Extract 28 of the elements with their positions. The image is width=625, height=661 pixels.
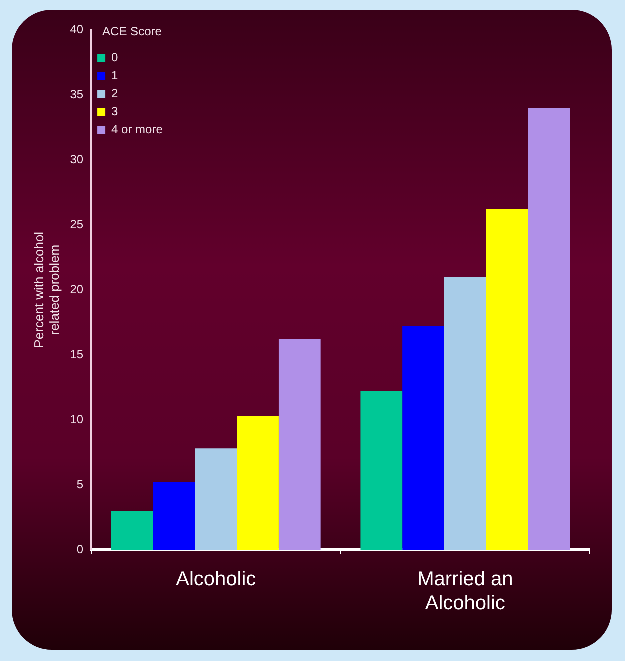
bar <box>278 339 321 550</box>
y-tick-label: 0 <box>76 542 84 556</box>
bar <box>360 391 403 550</box>
bar <box>237 416 279 550</box>
bar <box>195 448 238 550</box>
legend-title: ACE Score <box>102 24 162 38</box>
bar <box>111 511 154 550</box>
y-axis-title: Percent with alcohol related problem <box>31 232 62 348</box>
y-tick-label: 40 <box>70 22 84 37</box>
y-tick-label: 30 <box>70 152 84 166</box>
y-tick-label: 5 <box>76 477 84 492</box>
legend-label: 1 <box>112 68 119 83</box>
legend-label: 2 <box>112 86 119 101</box>
x-tick-label: Alcoholic <box>176 568 256 591</box>
legend-label: 4 or more <box>112 122 164 137</box>
bar <box>153 482 196 550</box>
legend-label: 3 <box>112 104 119 119</box>
bar <box>402 326 444 550</box>
x-tick-label: Married an Alcoholic <box>418 568 514 615</box>
y-tick-label: 25 <box>70 217 84 232</box>
bar <box>528 108 570 550</box>
bar <box>486 210 528 550</box>
y-tick-label: 20 <box>70 282 84 296</box>
bar <box>444 277 486 550</box>
y-tick-label: 10 <box>70 412 84 426</box>
y-tick-label: 35 <box>70 87 84 102</box>
y-tick-label: 15 <box>70 347 84 362</box>
legend-label: 0 <box>112 50 119 65</box>
